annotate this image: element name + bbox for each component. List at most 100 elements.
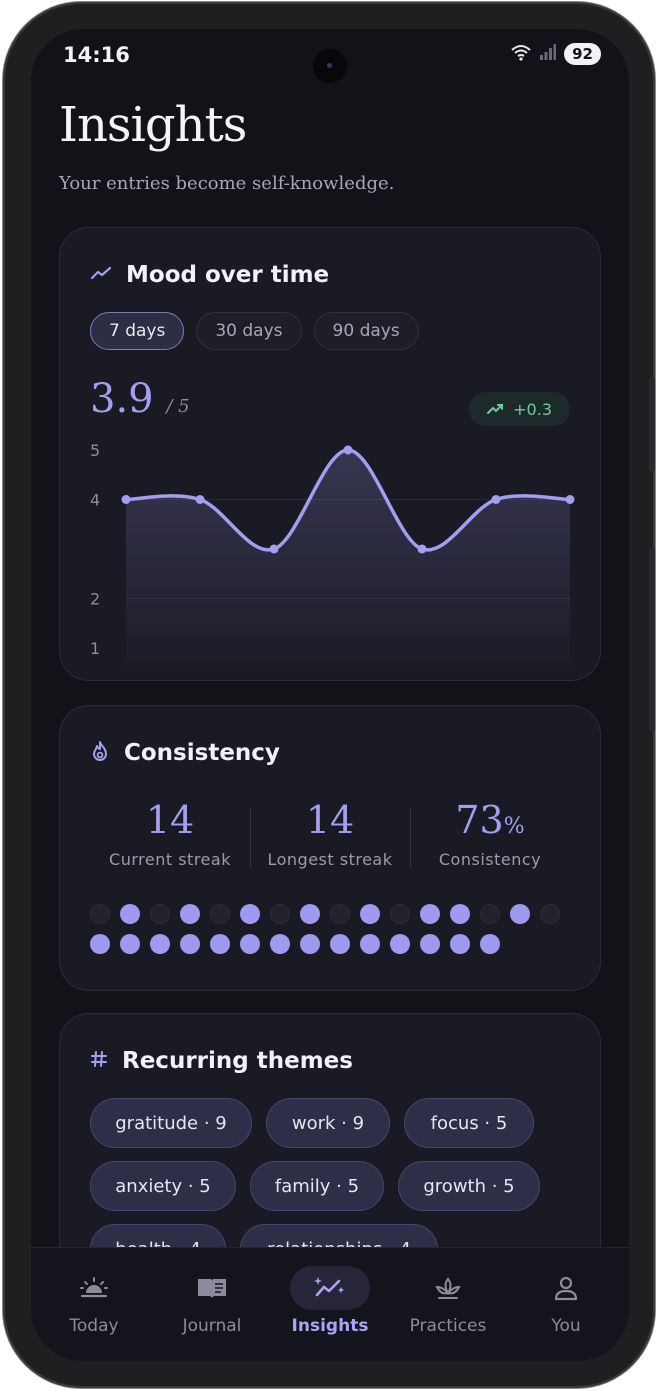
streak-day-logged [180,904,200,924]
range-30-days[interactable]: 30 days [196,312,302,350]
streak-day-empty [270,904,290,924]
battery-indicator: 92 [564,43,601,65]
signal-icon [540,44,557,64]
nav-journal-label: Journal [182,1316,242,1336]
mood-data-point[interactable] [417,544,427,554]
consistency-value-wrap: 73% [410,798,570,842]
trend-icon [90,265,112,285]
stat-divider [250,808,251,868]
streak-day-empty [90,904,110,924]
consistency-value: 73 [455,798,504,842]
streak-day-logged [210,934,230,954]
nav-today[interactable]: Today [39,1266,149,1336]
y-tick-label: 1 [90,639,100,658]
front-camera [313,49,347,83]
streak-day-logged [510,904,530,924]
streak-day-logged [420,904,440,924]
streak-stats: 14 Current streak 14 Longest streak 73% … [90,798,570,878]
range-selector: 7 days 30 days 90 days [90,312,419,350]
theme-tag[interactable]: focus · 5 [404,1098,534,1148]
theme-tag[interactable]: family · 5 [250,1161,384,1211]
streak-day-logged [240,934,260,954]
nav-today-label: Today [69,1316,119,1336]
mood-average-value: 3.9 [90,376,154,422]
nav-you[interactable]: You [511,1266,621,1336]
user-icon [511,1266,621,1310]
streak-day-logged [330,934,350,954]
longest-streak-stat: 14 Longest streak [250,798,410,869]
mood-data-point[interactable] [491,495,501,504]
longest-streak-value: 14 [305,798,355,842]
streak-day-logged [420,934,440,954]
current-streak-value: 14 [145,798,195,842]
range-90-days[interactable]: 90 days [313,312,419,350]
current-streak-stat: 14 Current streak [90,798,250,869]
streak-day-logged [180,934,200,954]
consistency-card-title: Consistency [124,740,280,766]
mood-area [126,450,570,668]
streak-day-logged [240,904,260,924]
wifi-icon [510,43,532,65]
streak-day-logged [360,934,380,954]
streak-day-empty [210,904,230,924]
lotus-icon [393,1266,503,1310]
streak-day-logged [300,904,320,924]
mood-delta-badge: +0.3 [469,392,570,426]
book-icon [157,1266,267,1310]
y-tick-label: 2 [90,590,100,609]
streak-day-empty [150,904,170,924]
streak-day-logged [120,934,140,954]
streak-day-empty [540,904,560,924]
streak-day-logged [150,934,170,954]
streak-day-logged [90,934,110,954]
streak-day-logged [480,934,500,954]
phone-frame: 14:16 92 Insights Your entries become se… [3,2,655,1388]
status-icons: 92 [510,43,601,65]
nav-journal[interactable]: Journal [157,1266,267,1336]
nav-practices-label: Practices [409,1316,487,1336]
mood-data-point[interactable] [343,445,353,455]
trend-up-icon [487,400,505,419]
streak-day-logged [450,934,470,954]
current-streak-label: Current streak [109,850,231,869]
longest-streak-label: Longest streak [267,850,393,869]
flame-icon [90,740,110,766]
sparkle-chart-icon [290,1266,370,1310]
themes-card-title: Recurring themes [122,1048,353,1074]
streak-day-logged [450,904,470,924]
theme-tag[interactable]: work · 9 [266,1098,390,1148]
page-title: Insights [59,97,247,153]
mood-delta-value: +0.3 [513,399,552,419]
status-bar: 14:16 92 [31,29,629,85]
bottom-navigation: Today Journal Insights Practices [31,1247,629,1361]
nav-insights[interactable]: Insights [275,1266,385,1336]
nav-you-label: You [551,1316,581,1336]
nav-insights-label: Insights [291,1316,369,1336]
consistency-card-header: Consistency [90,740,280,766]
nav-practices[interactable]: Practices [393,1266,503,1336]
themes-card-header: Recurring themes [90,1048,353,1074]
consistency-card: Consistency 14 Current streak 14 Longest… [59,705,601,991]
mood-data-point[interactable] [269,544,279,554]
stat-divider [410,808,411,868]
volume-button [649,377,655,472]
page-subtitle: Your entries become self-knowledge. [59,173,395,194]
theme-tag[interactable]: growth · 5 [398,1161,540,1211]
consistency-stat: 73% Consistency [410,798,570,869]
mood-chart: 5 4 2 1 [90,441,575,668]
y-tick-label: 5 [90,441,100,460]
range-7-days[interactable]: 7 days [90,312,185,350]
mood-card-title: Mood over time [126,262,330,288]
y-tick-label: 4 [90,491,100,510]
streak-day-logged [300,934,320,954]
mood-data-point[interactable] [121,495,131,504]
app-screen: 14:16 92 Insights Your entries become se… [31,29,629,1361]
streak-day-empty [330,904,350,924]
mood-data-point[interactable] [195,495,205,504]
mood-data-point[interactable] [565,495,575,504]
theme-tag[interactable]: anxiety · 5 [90,1161,236,1211]
consistency-unit: % [503,814,525,839]
theme-tag[interactable]: gratitude · 9 [90,1098,252,1148]
streak-day-logged [390,934,410,954]
mood-card-header: Mood over time [90,262,329,288]
